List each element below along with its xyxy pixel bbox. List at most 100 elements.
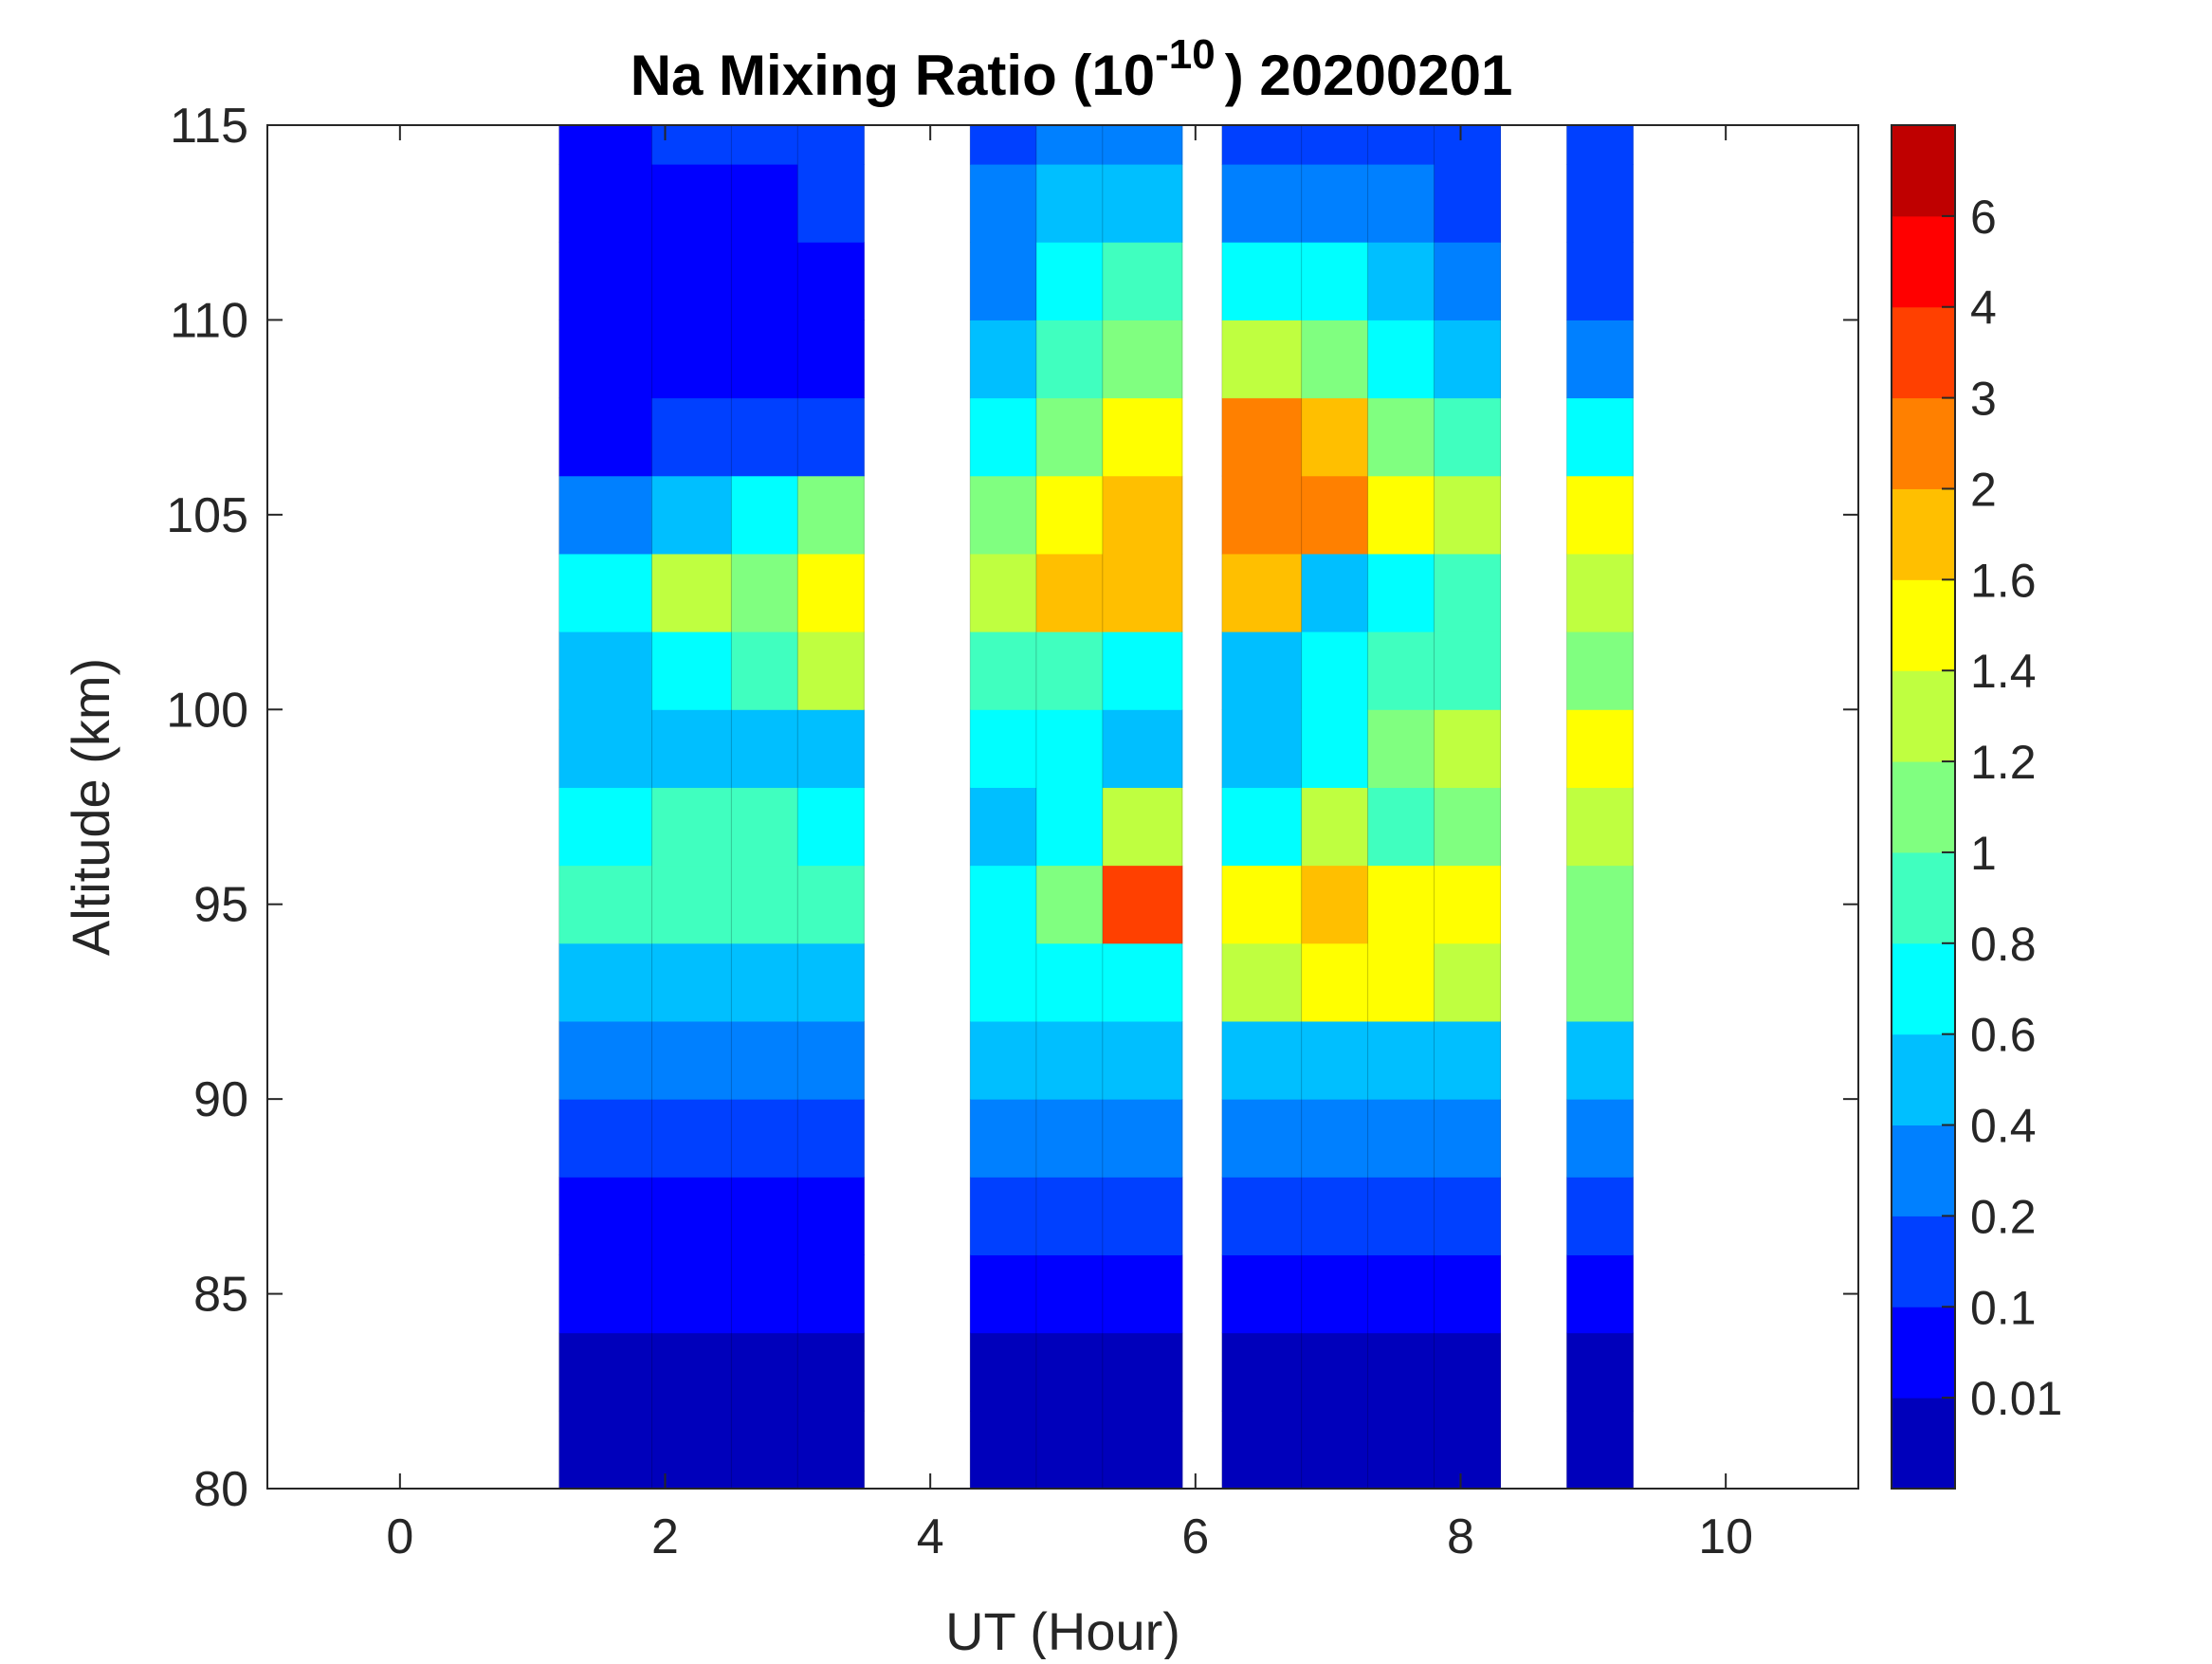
x-tick-label: 4 <box>917 1509 944 1564</box>
heatmap-cell <box>1301 1332 1369 1412</box>
heatmap-cell <box>1434 631 1501 710</box>
heatmap-cell <box>558 320 653 399</box>
heatmap-cell <box>1036 397 1104 477</box>
heatmap-cell <box>1221 865 1303 944</box>
heatmap-cell <box>558 475 653 555</box>
colorbar-swatch <box>1892 1398 1955 1490</box>
heatmap-cell <box>1102 865 1183 944</box>
heatmap-cell <box>1036 631 1104 710</box>
heatmap-cell <box>1566 125 1634 165</box>
heatmap-cell <box>1036 1177 1104 1255</box>
heatmap-cell <box>797 1410 865 1490</box>
heatmap-cell <box>1367 787 1435 867</box>
heatmap-cell <box>731 320 798 399</box>
heatmap-cell <box>1367 1099 1435 1178</box>
heatmap-cell <box>1102 125 1183 165</box>
heatmap-cell <box>1566 475 1634 555</box>
heatmap-cell <box>1301 320 1369 399</box>
heatmap-cell <box>651 1020 732 1100</box>
heatmap-cell <box>1301 164 1369 243</box>
heatmap-cell <box>1566 942 1634 1022</box>
heatmap-cell <box>797 942 865 1022</box>
heatmap-cell <box>1434 709 1501 788</box>
heatmap-cell <box>970 242 1037 320</box>
colorbar-tick-label: 1.2 <box>1970 736 2037 789</box>
colorbar-tick-label: 0.2 <box>1970 1190 2037 1243</box>
heatmap-cell <box>651 553 732 632</box>
heatmap-cell <box>1221 1332 1303 1412</box>
heatmap-cell <box>1434 1020 1501 1100</box>
heatmap-cell <box>1221 1099 1303 1178</box>
colorbar-tick-label: 1.6 <box>1970 554 2037 607</box>
heatmap-cell <box>1301 865 1369 944</box>
heatmap-cell <box>970 1099 1037 1178</box>
x-tick-label: 0 <box>386 1509 413 1564</box>
y-tick-label: 85 <box>193 1268 248 1323</box>
heatmap-cell <box>1036 942 1104 1022</box>
heatmap-cell <box>970 1332 1037 1412</box>
heatmap-cell <box>970 553 1037 632</box>
heatmap-cell <box>1301 1177 1369 1255</box>
heatmap-cell <box>797 631 865 710</box>
heatmap-cell <box>651 475 732 555</box>
heatmap-cell <box>1566 397 1634 477</box>
heatmap-cell <box>1434 787 1501 867</box>
x-tick-label: 8 <box>1447 1509 1474 1564</box>
heatmap-cell <box>970 1020 1037 1100</box>
heatmap-cell <box>970 1254 1037 1334</box>
heatmap-cell <box>1221 397 1303 477</box>
heatmap-cell <box>558 1332 653 1412</box>
heatmap-cell <box>970 397 1037 477</box>
colorbar-swatch <box>1892 579 1955 671</box>
heatmap-cell <box>1221 1177 1303 1255</box>
heatmap-cell <box>970 320 1037 399</box>
heatmap-cell <box>797 1254 865 1334</box>
y-tick-label: 95 <box>193 878 248 933</box>
colorbar-tick-label: 0.4 <box>1970 1100 2037 1153</box>
y-axis: 80 85 90 95 100 105 110 115 <box>166 99 1858 1517</box>
heatmap-cell <box>1221 709 1303 788</box>
colorbar-tick-label: 0.01 <box>1970 1372 2062 1425</box>
heatmap-cell <box>797 1177 865 1255</box>
y-tick-label: 115 <box>170 99 248 154</box>
heatmap-cell <box>1301 1254 1369 1334</box>
heatmap-cell <box>1566 1254 1634 1334</box>
heatmap-cell <box>651 1332 732 1412</box>
heatmap-cell <box>558 1099 653 1178</box>
heatmap-cell <box>731 1020 798 1100</box>
colorbar-swatch <box>1892 488 1955 580</box>
heatmap-cell <box>797 242 865 320</box>
heatmap-cell <box>1102 787 1183 867</box>
colorbar-swatch <box>1892 670 1955 762</box>
heatmap-cell <box>1367 397 1435 477</box>
heatmap-cell <box>558 397 653 477</box>
heatmap-cell <box>1102 164 1183 243</box>
heatmap-cell <box>1434 1099 1501 1178</box>
heatmap-cell <box>1434 242 1501 320</box>
heatmap-cell <box>970 125 1037 165</box>
heatmap-cell <box>1301 631 1369 710</box>
plot-frame <box>266 124 1859 1490</box>
x-tick-label: 10 <box>1698 1509 1753 1564</box>
heatmap-cell <box>1367 1254 1435 1334</box>
heatmap-cell <box>1221 320 1303 399</box>
heatmap-cell <box>1221 942 1303 1022</box>
heatmap-cell <box>1036 709 1104 788</box>
heatmap-cell <box>1566 1099 1634 1178</box>
heatmap-cell <box>1102 1332 1183 1412</box>
heatmap-cell <box>1566 1177 1634 1255</box>
heatmap-cell <box>1566 242 1634 320</box>
heatmap-cell <box>731 1254 798 1334</box>
x-axis-label: UT (Hour) <box>945 1601 1180 1659</box>
colorbar-swatch <box>1892 942 1955 1035</box>
heatmap-cell <box>1221 164 1303 243</box>
heatmap-cell <box>1434 1177 1501 1255</box>
heatmap-cell <box>651 397 732 477</box>
heatmap-cell <box>1367 942 1435 1022</box>
heatmap-cell <box>797 553 865 632</box>
heatmap-cell <box>1036 1332 1104 1412</box>
heatmap-cell <box>731 865 798 944</box>
heatmap-cell <box>1036 320 1104 399</box>
heatmap-cell <box>1566 1020 1634 1100</box>
y-axis-label: Altitude (km) <box>61 658 120 956</box>
